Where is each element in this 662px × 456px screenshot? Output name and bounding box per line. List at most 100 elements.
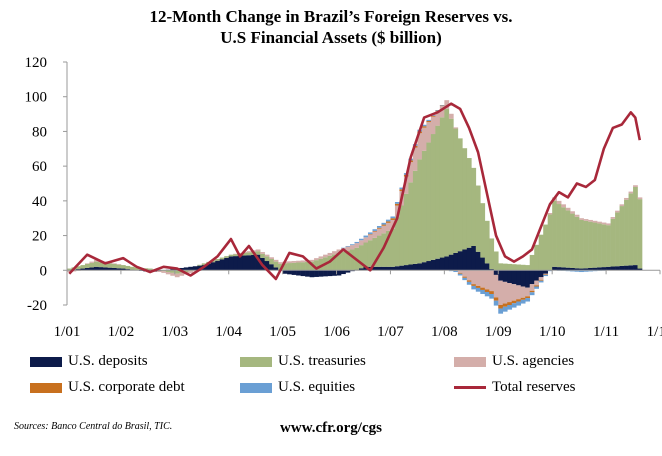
bar-treasuries — [439, 117, 445, 258]
legend-swatch-treasuries — [240, 356, 272, 367]
bar-treasuries — [345, 250, 351, 271]
bar-agencies — [161, 271, 167, 273]
bar-equities — [376, 226, 382, 228]
bar-treasuries — [520, 264, 526, 271]
bar-equities — [421, 124, 427, 127]
bar-treasuries — [475, 185, 481, 252]
bar-layer — [67, 100, 643, 314]
chart-title: 12-Month Change in Brazil’s Foreign Rese… — [0, 6, 662, 48]
bar-treasuries — [282, 263, 288, 271]
bar-deposits — [390, 266, 396, 271]
x-tick-label: 1/09 — [485, 324, 512, 340]
bar-agencies — [466, 270, 472, 281]
bar-treasuries — [84, 263, 90, 268]
bar-treasuries — [480, 203, 486, 258]
bar-treasuries — [367, 240, 373, 267]
bar-deposits — [619, 265, 625, 271]
bar-corporate-debt — [372, 230, 378, 232]
bar-equities — [354, 241, 360, 244]
x-tick-label: 1/01 — [54, 324, 81, 340]
bar-treasuries — [341, 251, 346, 271]
bar-treasuries — [435, 125, 441, 259]
bar-agencies — [170, 272, 176, 276]
bar-deposits — [107, 267, 113, 271]
bar-deposits — [484, 263, 490, 271]
bar-treasuries — [390, 228, 396, 267]
x-tick-label: 1/10 — [539, 324, 566, 340]
bar-treasuries — [412, 170, 418, 264]
bar-deposits — [565, 267, 571, 271]
bar-equities — [534, 286, 539, 289]
bar-equities — [516, 301, 522, 306]
bar-corporate-debt — [493, 297, 499, 301]
bar-equities — [493, 300, 499, 306]
bar-agencies — [336, 249, 342, 253]
bar-treasuries — [170, 270, 176, 273]
bar-agencies — [435, 111, 441, 126]
bar-deposits — [403, 265, 409, 271]
bar-deposits — [444, 256, 450, 271]
bar-deposits — [628, 265, 634, 271]
bar-treasuries — [502, 263, 508, 271]
bar-agencies — [619, 204, 625, 207]
bar-treasuries — [516, 264, 522, 271]
bar-agencies — [579, 218, 584, 220]
bar-treasuries — [350, 249, 355, 271]
bar-deposits — [579, 268, 584, 271]
bar-deposits — [376, 266, 382, 271]
bar-agencies — [273, 259, 279, 262]
bar-agencies — [520, 286, 526, 298]
bar-agencies — [457, 270, 463, 273]
bar-deposits — [462, 249, 468, 271]
bar-deposits — [282, 270, 288, 274]
bar-deposits — [170, 269, 176, 271]
bar-treasuries — [359, 245, 364, 269]
bar-treasuries — [89, 262, 95, 268]
bar-agencies — [588, 219, 593, 222]
bar-equities — [345, 245, 351, 247]
bar-deposits — [561, 267, 566, 271]
bar-equities — [498, 308, 504, 314]
bar-corporate-debt — [507, 302, 513, 305]
bar-equities — [390, 216, 396, 219]
bar-equities — [350, 244, 355, 246]
bar-agencies — [547, 213, 553, 215]
bar-treasuries — [120, 265, 126, 269]
bar-treasuries — [624, 199, 629, 266]
chart-canvas: -20 0 20 40 60 80 100 120 1/01 1/02 1/03 1/04 1/05 1/… — [25, 55, 662, 340]
bar-agencies — [538, 277, 544, 280]
bar-deposits — [601, 267, 607, 271]
bar-agencies — [448, 113, 454, 119]
bar-equities — [453, 270, 459, 273]
bar-agencies — [511, 284, 517, 301]
bar-treasuries — [565, 210, 571, 268]
legend-label-total-reserves: Total reserves — [492, 379, 576, 395]
bar-agencies — [237, 252, 243, 254]
bar-treasuries — [224, 256, 230, 258]
bar-equities — [570, 270, 575, 272]
bar-treasuries — [228, 254, 234, 257]
bar-deposits — [273, 267, 279, 271]
bar-deposits — [408, 264, 414, 271]
chart-title-line-1: 12-Month Change in Brazil’s Foreign Rese… — [149, 7, 513, 26]
bar-agencies — [471, 270, 477, 285]
bar-treasuries — [201, 263, 207, 266]
bar-treasuries — [597, 223, 602, 268]
bar-deposits — [538, 270, 544, 278]
bar-equities — [547, 270, 553, 272]
bar-deposits — [264, 261, 270, 271]
bar-equities — [484, 291, 490, 297]
bar-agencies — [633, 185, 638, 187]
bar-agencies — [363, 237, 369, 243]
bar-treasuries — [129, 266, 135, 270]
x-tick-label: 1/04 — [215, 324, 242, 340]
bar-agencies — [534, 280, 539, 286]
bar-deposits — [466, 247, 472, 271]
legend-label-agencies: U.S. agencies — [492, 353, 575, 369]
bar-agencies — [597, 221, 602, 224]
y-tick-label: 120 — [25, 55, 48, 71]
bar-deposits — [224, 257, 230, 271]
bar-agencies — [516, 285, 522, 300]
bar-treasuries — [511, 264, 517, 271]
bar-agencies — [628, 191, 634, 194]
